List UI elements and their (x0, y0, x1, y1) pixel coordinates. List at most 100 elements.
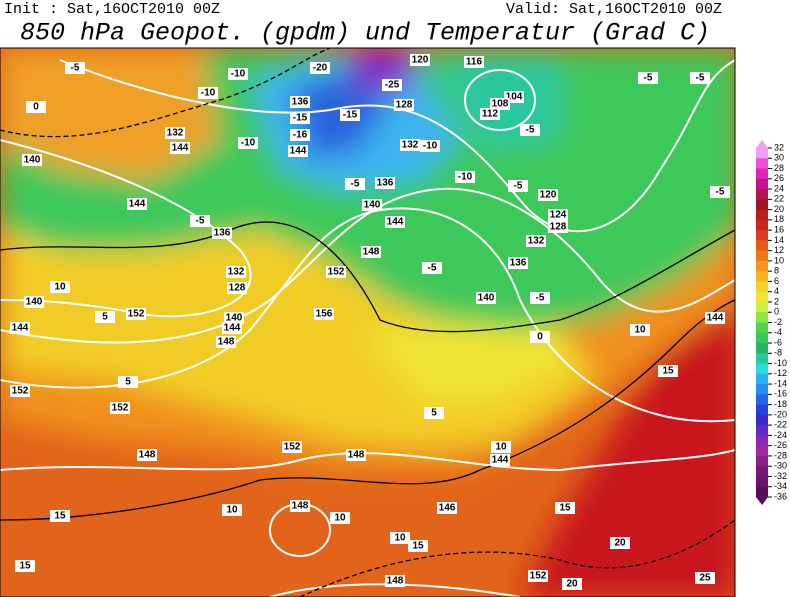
label-box (630, 324, 650, 336)
colorbar-label: 8 (774, 266, 779, 276)
colorbar-segment (756, 291, 768, 303)
colorbar-segment (756, 363, 768, 375)
colorbar-segment (756, 404, 768, 416)
valid-time: Valid: Sat,16OCT2010 00Z (506, 1, 722, 18)
colorbar-segment (756, 148, 768, 159)
contour-label: -10 (458, 172, 473, 183)
label-box (548, 221, 568, 233)
label-box (658, 365, 678, 377)
label-box (326, 266, 346, 278)
label-box (95, 311, 115, 323)
temperature-contours (0, 48, 735, 597)
label-box (375, 177, 395, 189)
map-title: 850 hPa Geopot. (gpdm) und Temperatur (G… (20, 19, 710, 48)
contour-label: 15 (54, 511, 66, 522)
contour-label: 128 (396, 100, 413, 111)
label-box (24, 296, 44, 308)
contour-label: 5 (125, 377, 131, 388)
colorbar-label: -32 (774, 471, 787, 481)
contour-label: 128 (229, 283, 246, 294)
colorbar-segment (756, 476, 768, 488)
contour-label: -5 (196, 216, 205, 227)
colorbar-segment (756, 445, 768, 457)
contour-label: 15 (559, 503, 571, 514)
colorbar-label: 32 (774, 142, 784, 152)
contour-label: -5 (71, 63, 80, 74)
label-box (118, 376, 138, 388)
contour-label: 148 (292, 501, 309, 512)
label-box (390, 532, 410, 544)
colorbar-label: -26 (774, 440, 787, 450)
label-box (385, 216, 405, 228)
contour-label: 10 (634, 325, 646, 336)
contour-label: 140 (24, 155, 41, 166)
label-box (290, 500, 310, 512)
label-box (290, 96, 310, 108)
colorbar-segment (756, 178, 768, 190)
contour-label: -10 (423, 141, 438, 152)
colorbar-label: -18 (774, 399, 787, 409)
label-box (198, 87, 218, 99)
colorbar-segment (756, 219, 768, 231)
colorbar-label: 22 (774, 194, 784, 204)
colorbar-segment (756, 189, 768, 200)
contour-label: 144 (129, 199, 146, 210)
contour-label: 15 (662, 366, 674, 377)
colorbar-segment (756, 384, 768, 395)
label-box (212, 227, 232, 239)
contour-label: -10 (241, 138, 256, 149)
colorbar-label: -4 (774, 327, 782, 337)
contour-label: 144 (12, 323, 29, 334)
contour-label: -5 (696, 73, 705, 84)
contour-label: 104 (506, 92, 523, 103)
label-box (476, 292, 496, 304)
map-frame (0, 47, 736, 597)
label-box (710, 186, 730, 198)
label-box (346, 449, 366, 461)
contour-label: -5 (526, 125, 535, 136)
colorbar-label: 4 (774, 286, 779, 296)
contour-label: 20 (566, 579, 578, 590)
contour-label: 148 (218, 337, 235, 348)
label-box (345, 178, 365, 190)
contour-label: -5 (716, 187, 725, 198)
contour-label: 152 (530, 571, 547, 582)
contour-label: 144 (224, 323, 241, 334)
label-box (530, 331, 550, 343)
label-box (410, 54, 430, 66)
colorbar-label: -28 (774, 450, 787, 460)
label-box (508, 257, 528, 269)
label-box (288, 145, 308, 157)
colorbar-label: -10 (774, 358, 787, 368)
colorbar-label: -8 (774, 348, 782, 358)
label-box (228, 68, 248, 80)
label-box (394, 99, 414, 111)
colorbar-label: 6 (774, 276, 779, 286)
label-box (216, 336, 236, 348)
contour-label: 152 (112, 403, 129, 414)
label-box (50, 510, 70, 522)
label-box (15, 560, 35, 572)
colorbar-segment (756, 353, 768, 365)
colorbar-segment (756, 281, 768, 293)
colorbar-label: 2 (774, 296, 779, 306)
label-box (424, 407, 444, 419)
label-box (437, 502, 457, 514)
contour-label: 15 (412, 541, 424, 552)
label-box (538, 189, 558, 201)
colorbar-label: -22 (774, 420, 787, 430)
colorbar-segment (756, 301, 768, 313)
contour-label: -5 (514, 181, 523, 192)
colorbar-label: -36 (774, 491, 787, 501)
label-box (528, 570, 548, 582)
contour-label: 144 (387, 217, 404, 228)
label-box (385, 575, 405, 587)
colorbar-segment (756, 271, 768, 282)
label-box (548, 209, 568, 221)
contour-label: 20 (614, 538, 626, 549)
label-box (408, 540, 428, 552)
contour-label: -5 (644, 73, 653, 84)
label-box (361, 246, 381, 258)
contour-label: -10 (231, 69, 246, 80)
label-box (610, 537, 630, 549)
